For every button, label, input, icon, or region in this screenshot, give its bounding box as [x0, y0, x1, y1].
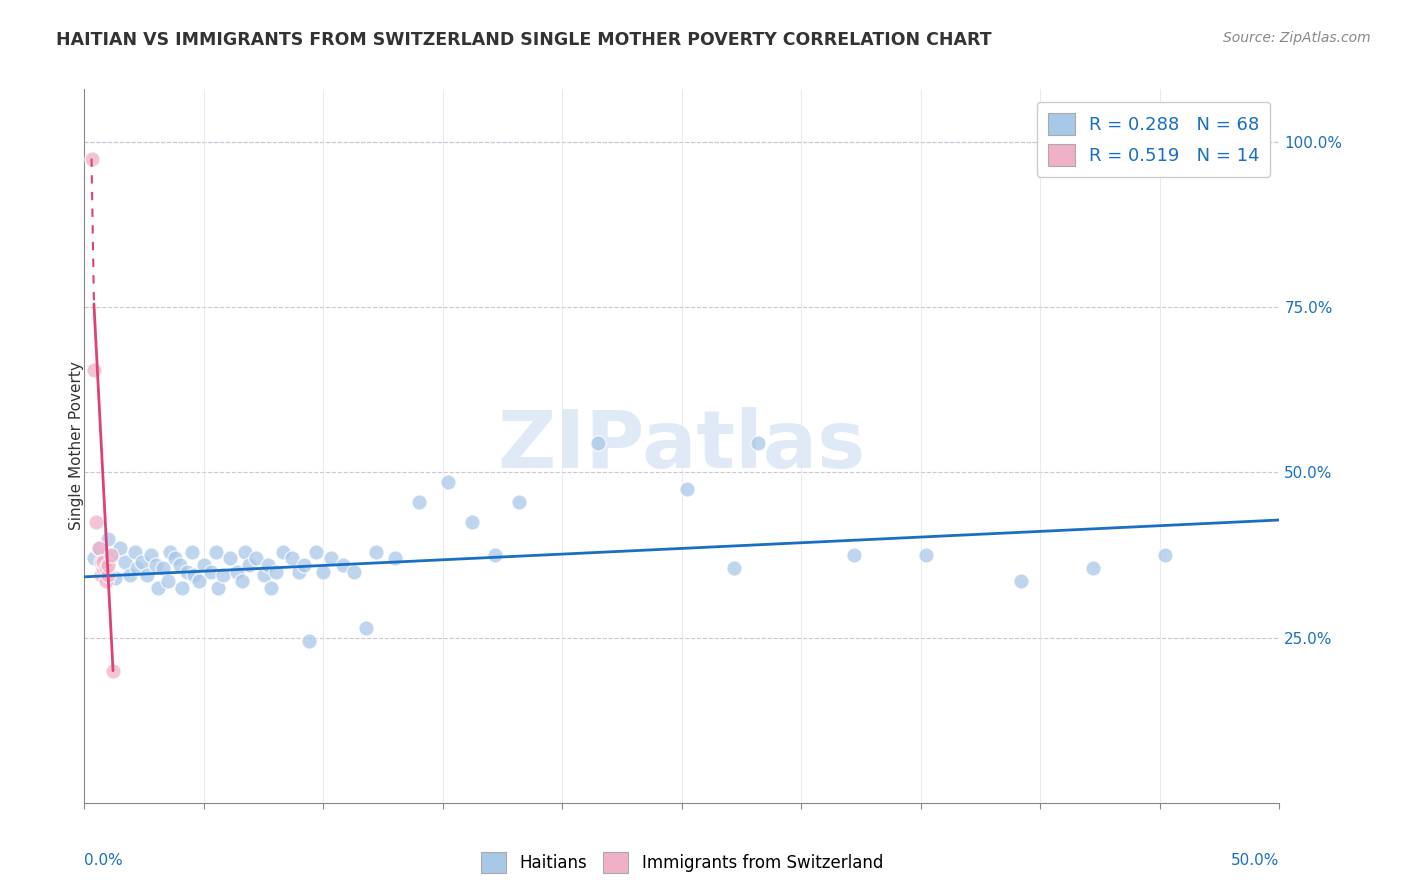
Point [747, 435, 769, 450]
Point [460, 515, 482, 529]
Point [180, 545, 202, 559]
Point [148, 581, 170, 595]
Point [97, 567, 120, 582]
Point [842, 548, 865, 562]
Point [298, 634, 321, 648]
Point [90, 555, 112, 569]
Point [83, 363, 105, 377]
Point [101, 664, 124, 678]
Point [159, 545, 181, 559]
Point [281, 551, 304, 566]
Point [408, 495, 430, 509]
Point [172, 581, 194, 595]
Point [152, 561, 174, 575]
Point [260, 581, 283, 595]
Point [253, 567, 276, 582]
Point [238, 558, 260, 572]
Point [100, 548, 122, 562]
Point [131, 555, 153, 569]
Point [193, 558, 215, 572]
Point [292, 558, 315, 572]
Point [93, 561, 115, 575]
Text: HAITIAN VS IMMIGRANTS FROM SWITZERLAND SINGLE MOTHER POVERTY CORRELATION CHART: HAITIAN VS IMMIGRANTS FROM SWITZERLAND S… [56, 31, 991, 49]
Point [205, 545, 228, 559]
Legend: Haitians, Immigrants from Switzerland: Haitians, Immigrants from Switzerland [474, 846, 890, 880]
Point [104, 571, 127, 585]
Point [914, 548, 936, 562]
Point [200, 565, 222, 579]
Text: 0.0%: 0.0% [84, 853, 124, 868]
Point [364, 545, 387, 559]
Point [93, 555, 115, 569]
Text: 50.0%: 50.0% [1232, 853, 1279, 868]
Point [183, 567, 205, 582]
Point [436, 475, 458, 490]
Point [87, 541, 110, 556]
Point [675, 482, 697, 496]
Point [356, 621, 378, 635]
Point [212, 567, 235, 582]
Point [169, 558, 191, 572]
Point [332, 558, 354, 572]
Point [110, 541, 132, 556]
Point [1153, 548, 1175, 562]
Point [94, 574, 117, 589]
Point [245, 551, 267, 566]
Point [114, 555, 136, 569]
Text: Source: ZipAtlas.com: Source: ZipAtlas.com [1223, 31, 1371, 45]
Point [1081, 561, 1104, 575]
Point [124, 545, 146, 559]
Point [723, 561, 745, 575]
Point [219, 551, 242, 566]
Point [80, 152, 103, 166]
Text: ZIPatlas: ZIPatlas [498, 407, 866, 485]
Point [588, 435, 610, 450]
Point [141, 548, 163, 562]
Point [384, 551, 406, 566]
Point [257, 558, 280, 572]
Point [97, 558, 120, 572]
Point [343, 565, 366, 579]
Point [135, 567, 157, 582]
Point [305, 545, 328, 559]
Point [271, 545, 294, 559]
Point [97, 532, 120, 546]
Point [226, 565, 249, 579]
Point [93, 561, 115, 575]
Point [165, 551, 187, 566]
Point [188, 574, 211, 589]
Point [508, 495, 530, 509]
Point [233, 545, 256, 559]
Y-axis label: Single Mother Poverty: Single Mother Poverty [69, 361, 83, 531]
Point [176, 565, 198, 579]
Legend: R = 0.288   N = 68, R = 0.519   N = 14: R = 0.288 N = 68, R = 0.519 N = 14 [1036, 102, 1271, 177]
Point [319, 551, 342, 566]
Point [90, 567, 112, 582]
Point [86, 515, 108, 529]
Point [264, 565, 287, 579]
Point [1010, 574, 1032, 589]
Point [83, 551, 105, 566]
Point [484, 548, 506, 562]
Point [94, 561, 117, 575]
Point [231, 574, 253, 589]
Point [125, 561, 148, 575]
Point [118, 567, 141, 582]
Point [288, 565, 311, 579]
Point [312, 565, 335, 579]
Point [145, 558, 167, 572]
Point [87, 541, 110, 556]
Point [157, 574, 180, 589]
Point [207, 581, 229, 595]
Point [101, 548, 124, 562]
